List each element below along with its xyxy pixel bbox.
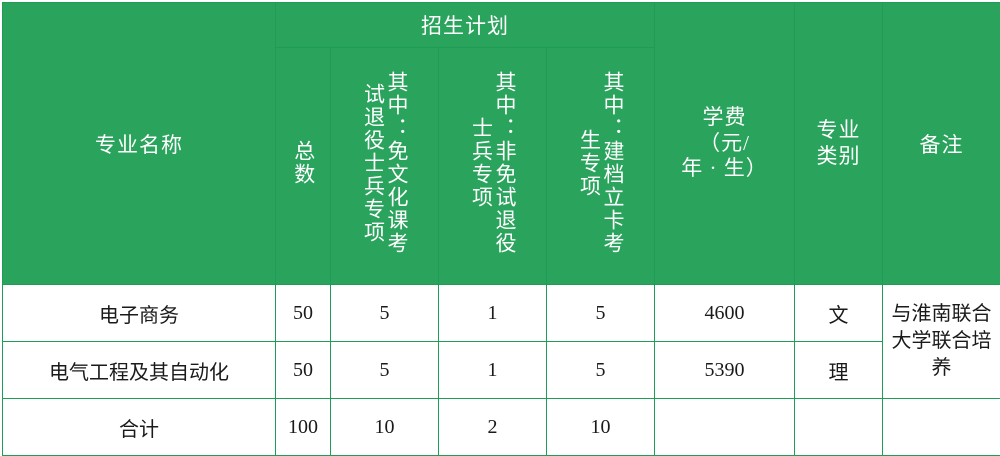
cell-remark-empty	[883, 399, 1000, 456]
column-header-major-name: 专业名称	[3, 3, 276, 285]
column-header-non-exempt-text: 其中：非免试退役士兵专项	[469, 63, 516, 263]
column-header-non-exempt: 其中：非免试退役士兵专项	[439, 48, 547, 285]
column-header-filed-card-text: 其中：建档立卡考生专项	[577, 63, 624, 263]
cell-tuition: 4600	[655, 285, 795, 342]
header-row-top: 专业名称 招生计划 学费 （元/ 年 · 生） 专业 类别 备注	[3, 3, 1000, 48]
column-header-major-type: 专业 类别	[795, 3, 883, 285]
cell-non-exempt: 2	[439, 399, 547, 456]
cell-major-type: 文	[795, 285, 883, 342]
cell-major-type: 理	[795, 342, 883, 399]
tuition-line-3: 年 · 生）	[655, 156, 794, 182]
cell-total: 100	[276, 399, 331, 456]
column-header-plan-group: 招生计划	[276, 3, 655, 48]
cell-total: 50	[276, 285, 331, 342]
column-header-exempt-culture: 其中：免文化课考试退役士兵专项	[331, 48, 439, 285]
major-type-line-2: 类别	[795, 144, 882, 170]
cell-major-name: 电子商务	[3, 285, 276, 342]
cell-filed-card: 10	[547, 399, 655, 456]
cell-total: 50	[276, 342, 331, 399]
cell-non-exempt: 1	[439, 342, 547, 399]
column-header-remark: 备注	[883, 3, 1000, 285]
column-header-total: 总数	[276, 48, 331, 285]
cell-non-exempt: 1	[439, 285, 547, 342]
table-row-total: 合计 100 10 2 10	[3, 399, 1000, 456]
column-header-filed-card: 其中：建档立卡考生专项	[547, 48, 655, 285]
column-header-exempt-culture-text: 其中：免文化课考试退役士兵专项	[361, 63, 408, 263]
cell-exempt-culture: 5	[331, 342, 439, 399]
cell-major-name: 电气工程及其自动化	[3, 342, 276, 399]
cell-exempt-culture: 10	[331, 399, 439, 456]
cell-remark-merged: 与淮南联合大学联合培养	[883, 285, 1000, 399]
admission-plan-sheet: 专业名称 招生计划 学费 （元/ 年 · 生） 专业 类别 备注 总数 其	[0, 2, 1000, 425]
table-row: 电气工程及其自动化 50 5 1 5 5390 理	[3, 342, 1000, 399]
cell-major-type	[795, 399, 883, 456]
tuition-line-1: 学费	[655, 105, 794, 131]
major-type-line-1: 专业	[795, 118, 882, 144]
cell-tuition	[655, 399, 795, 456]
table-row: 电子商务 50 5 1 5 4600 文 与淮南联合大学联合培养	[3, 285, 1000, 342]
cell-filed-card: 5	[547, 342, 655, 399]
cell-filed-card: 5	[547, 285, 655, 342]
cell-major-name: 合计	[3, 399, 276, 456]
column-header-tuition: 学费 （元/ 年 · 生）	[655, 3, 795, 285]
tuition-line-2: （元/	[655, 131, 794, 157]
cell-tuition: 5390	[655, 342, 795, 399]
column-header-total-text: 总数	[291, 140, 315, 186]
cell-exempt-culture: 5	[331, 285, 439, 342]
